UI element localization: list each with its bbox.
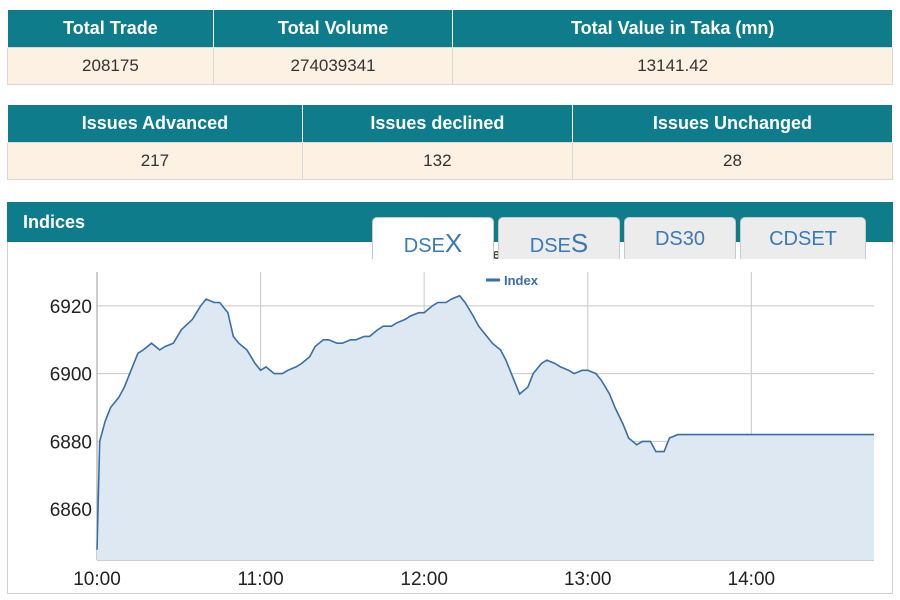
indices-title: Indices <box>23 212 86 232</box>
tab-dsex[interactable]: DSEX <box>372 217 494 259</box>
issues-unchanged-header: Issues Unchanged <box>571 105 894 142</box>
total-trade-header: Total Trade <box>7 10 214 47</box>
total-volume-value: 274039341 <box>212 46 454 85</box>
tab-dses-label-big: S <box>570 228 589 258</box>
total-volume-header: Total Volume <box>212 10 454 47</box>
tab-cdset[interactable]: CDSET <box>740 217 866 259</box>
index-area-fill <box>97 295 874 560</box>
y-tick-label: 6900 <box>50 365 92 386</box>
x-tick-label: 14:00 <box>728 569 776 590</box>
y-tick-label: 6860 <box>50 500 92 521</box>
x-tick-label: 13:00 <box>564 569 612 590</box>
dse-broad-index-chart: 10:00 11:00 12:00 13:00 14:00 6860 6880 6900 692… <box>50 246 874 590</box>
tab-dses[interactable]: DSES <box>498 217 620 259</box>
total-value-header: Total Value in Taka (mn) <box>452 10 893 47</box>
y-tick-label: 6880 <box>50 432 92 453</box>
x-tick-label: 10:00 <box>73 569 121 590</box>
issues-declined-header: Issues declined <box>301 105 573 142</box>
x-tick-label: 11:00 <box>238 569 284 590</box>
tab-ds30-label: DS30 <box>654 228 706 250</box>
issues-unchanged-value: 28 <box>571 141 894 180</box>
tab-cdset-label: CDSET <box>769 228 837 250</box>
tab-dsex-label-big: X <box>444 228 463 258</box>
total-trade-value: 208175 <box>7 46 214 85</box>
total-value-value: 13141.42 <box>452 46 893 85</box>
x-tick-label: 12:00 <box>400 569 448 590</box>
issues-advanced-value: 217 <box>7 141 303 180</box>
index-series-line <box>96 294 874 550</box>
issues-advanced-header: Issues Advanced <box>7 105 303 142</box>
y-tick-label: 6920 <box>50 297 92 318</box>
market-summary-table: Total Trade Total Volume Total Value in … <box>7 10 893 85</box>
tab-dses-label-pre: DSE <box>529 235 571 257</box>
chart-panel: 10:00 11:00 12:00 13:00 14:00 6860 6880 6900 692… <box>7 242 893 594</box>
issues-declined-value: 132 <box>301 141 573 180</box>
legend-label: Index <box>504 273 539 288</box>
issues-table: Issues Advanced Issues declined Issues U… <box>7 105 894 180</box>
tab-dsex-label-pre: DSE <box>403 235 445 257</box>
tab-ds30[interactable]: DS30 <box>624 217 736 259</box>
